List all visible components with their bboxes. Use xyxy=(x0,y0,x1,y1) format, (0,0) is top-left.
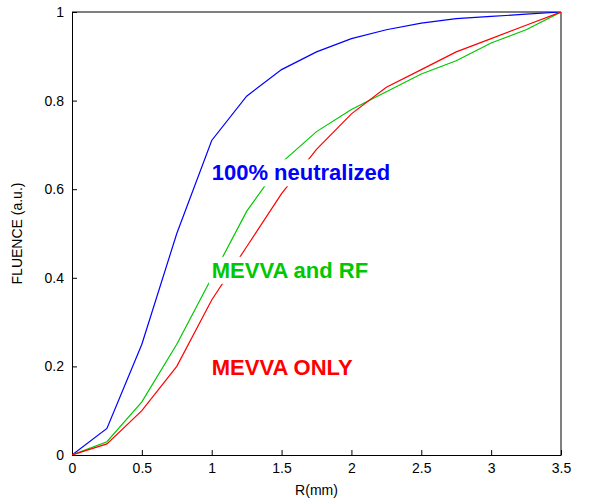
series-label-text: MEVVA and RF xyxy=(212,258,368,283)
y-axis: 0 0.2 0.4 0.6 0.8 1 xyxy=(45,4,77,463)
x-tick-mark xyxy=(142,450,143,455)
x-tick-mark xyxy=(351,450,352,455)
y-tick-label: 0.2 xyxy=(45,358,65,374)
x-tick-label: 3.5 xyxy=(552,460,572,476)
x-tick-mark xyxy=(421,450,422,455)
x-tick-label: 0.5 xyxy=(133,460,153,476)
series-label-text: 100% neutralized xyxy=(212,160,391,185)
y-tick-mark xyxy=(72,366,77,367)
y-tick: 0.6 xyxy=(45,181,77,197)
frame xyxy=(561,12,562,455)
y-tick: 0.2 xyxy=(45,358,77,374)
y-tick-mark xyxy=(72,455,77,456)
series-label: MEVVA ONLY xyxy=(209,354,356,381)
plot-area: 0 0.5 1 1.5 2 2.5 3 3.5 0 0.2 0.4 0.6 0.8 1 100% neutr… xyxy=(45,4,572,476)
x-tick-label: 1.5 xyxy=(272,460,292,476)
x-tick: 2.5 xyxy=(412,450,432,476)
y-tick-label: 0 xyxy=(56,447,64,463)
series-label: 100% neutralized xyxy=(209,159,394,186)
series-labels: 100% neutralized MEVVA and RF MEVVA ONLY xyxy=(209,159,394,381)
y-tick-mark xyxy=(72,101,77,102)
label-background xyxy=(209,257,371,284)
x-tick: 0.5 xyxy=(133,450,153,476)
y-tick-label: 0.4 xyxy=(45,270,65,286)
x-tick: 1.5 xyxy=(272,450,292,476)
y-axis-line xyxy=(72,13,73,456)
y-tick-mark xyxy=(72,189,77,190)
y-axis-title: FLUENCE (a.u.) xyxy=(9,183,25,285)
y-tick-label: 0.6 xyxy=(45,181,65,197)
x-tick-label: 0 xyxy=(69,460,77,476)
x-tick-label: 2.5 xyxy=(412,460,432,476)
series-label-text: MEVVA ONLY xyxy=(212,355,353,380)
y-tick: 1 xyxy=(56,4,77,20)
x-tick: 2 xyxy=(348,450,356,476)
y-tick: 0.4 xyxy=(45,270,77,286)
x-tick-mark xyxy=(561,450,562,455)
label-background xyxy=(209,159,394,186)
y-tick-label: 0.8 xyxy=(45,93,65,109)
series-line xyxy=(72,12,561,455)
x-axis-title: R(mm) xyxy=(295,482,338,498)
x-axis: 0 0.5 1 1.5 2 2.5 3 3.5 xyxy=(69,450,572,476)
frame xyxy=(72,12,561,13)
x-tick-label: 1 xyxy=(208,460,216,476)
y-tick: 0.8 xyxy=(45,93,77,109)
y-tick-label: 1 xyxy=(56,4,64,20)
x-tick: 1 xyxy=(208,450,216,476)
series-label: MEVVA and RF xyxy=(209,257,371,284)
series-line xyxy=(72,12,561,455)
lines xyxy=(72,12,561,455)
series-line xyxy=(72,12,561,455)
chart: 0 0.5 1 1.5 2 2.5 3 3.5 0 0.2 0.4 0.6 0.8 1 100% neutr… xyxy=(0,0,591,503)
y-tick-mark xyxy=(72,278,77,279)
x-tick-mark xyxy=(282,450,283,455)
x-tick: 3.5 xyxy=(552,450,572,476)
x-tick-mark xyxy=(212,450,213,455)
x-tick-label: 3 xyxy=(488,460,496,476)
x-tick: 3 xyxy=(488,450,496,476)
y-tick-mark xyxy=(72,12,77,13)
x-tick-mark xyxy=(491,450,492,455)
x-tick-label: 2 xyxy=(348,460,356,476)
x-axis-line xyxy=(73,455,562,456)
label-background xyxy=(209,354,356,381)
